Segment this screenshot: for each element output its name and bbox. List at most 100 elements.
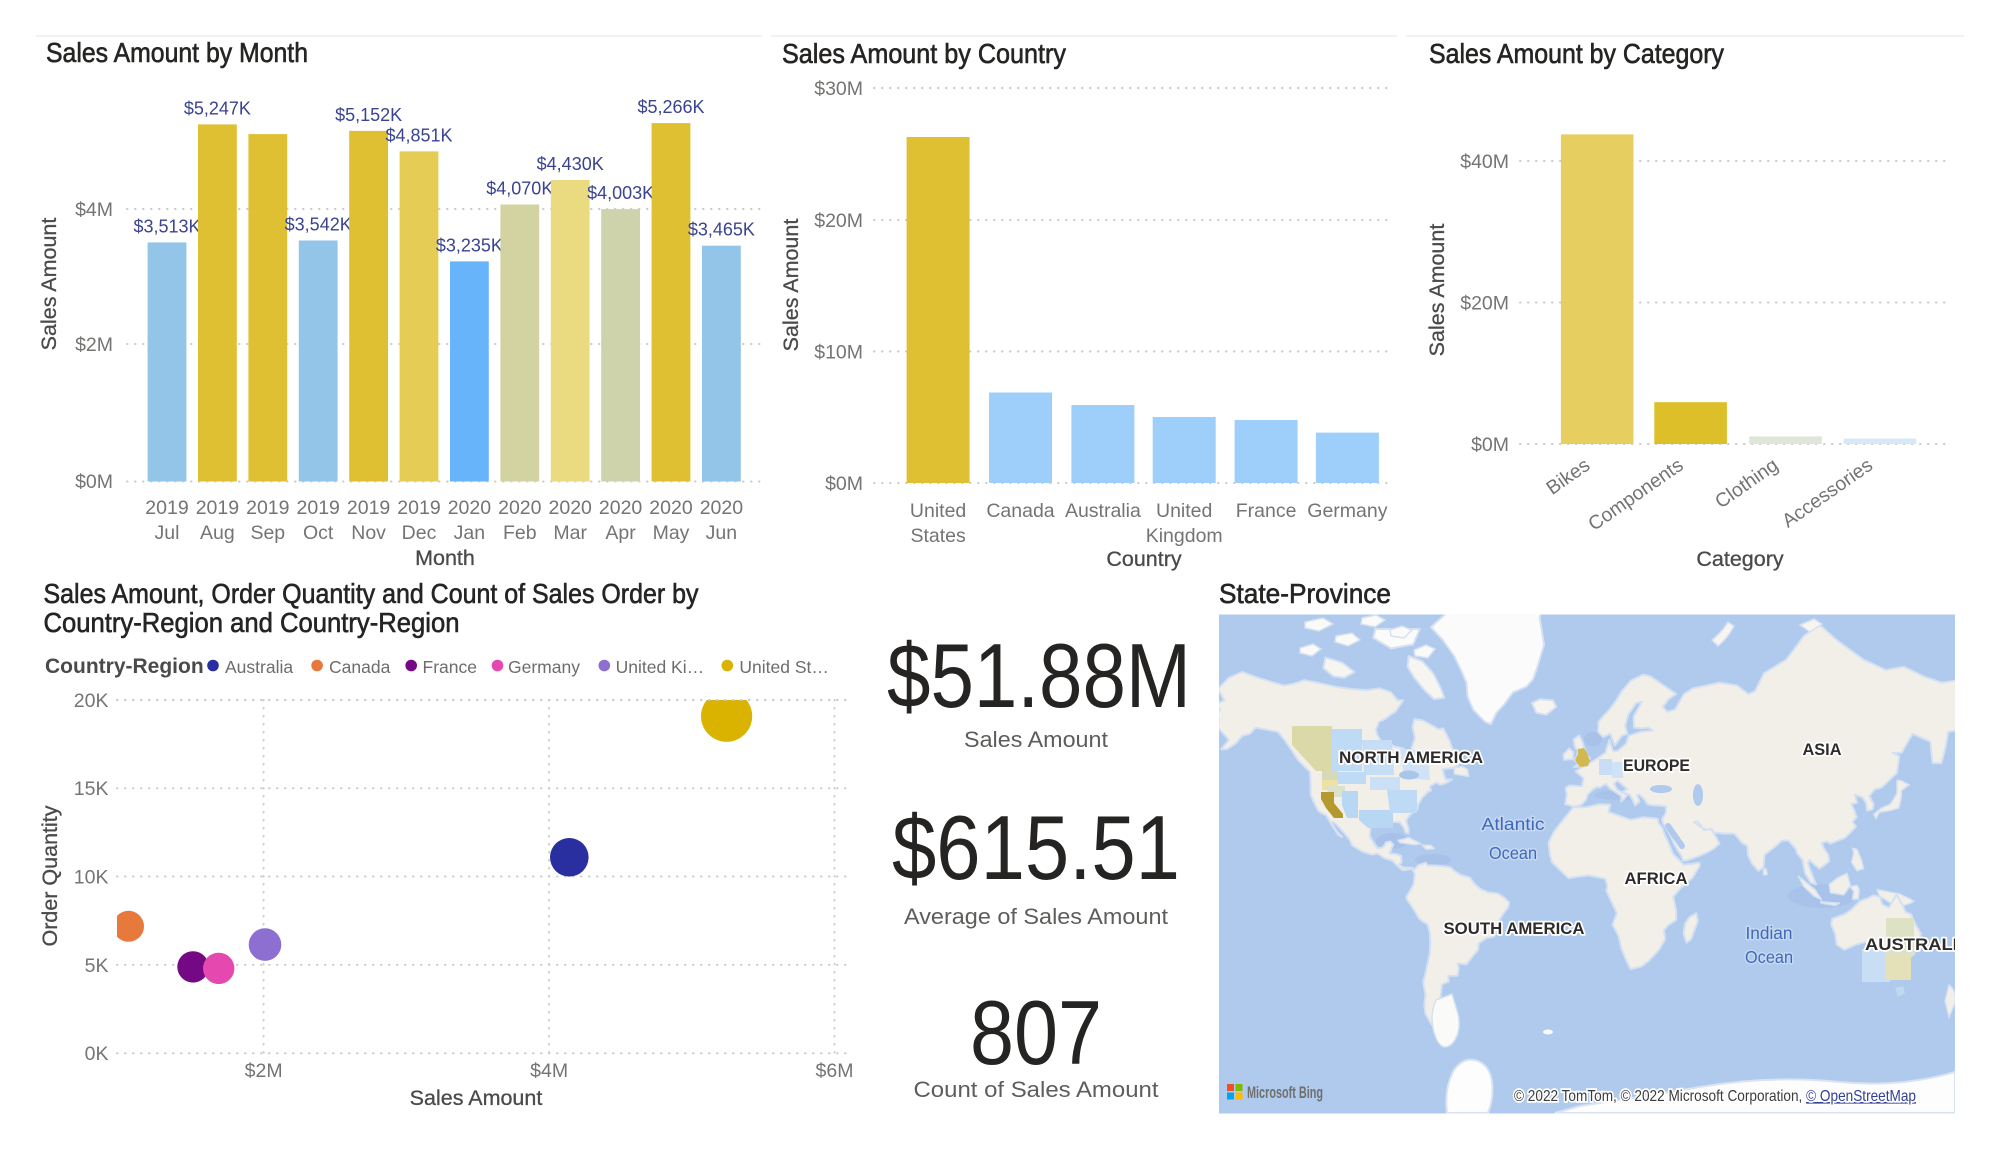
svg-text:$20M: $20M: [1460, 293, 1509, 315]
svg-text:2019: 2019: [196, 497, 239, 519]
svg-text:2019: 2019: [397, 497, 440, 519]
svg-text:Feb: Feb: [503, 522, 537, 544]
svg-text:Nov: Nov: [351, 522, 386, 544]
svg-text:EUROPE: EUROPE: [1623, 756, 1690, 775]
svg-text:$5,152K: $5,152K: [335, 105, 402, 125]
svg-text:Sales Amount: Sales Amount: [779, 219, 803, 352]
svg-text:United Ki…: United Ki…: [616, 657, 705, 677]
svg-text:Ocean: Ocean: [1489, 843, 1537, 863]
svg-text:AFRICA: AFRICA: [1625, 869, 1688, 888]
svg-text:2020: 2020: [498, 497, 542, 519]
svg-text:Ocean: Ocean: [1745, 947, 1793, 967]
svg-text:SOUTH AMERICA: SOUTH AMERICA: [1444, 919, 1585, 938]
svg-text:© 2022 TomTom, © 2022 Microsof: © 2022 TomTom, © 2022 Microsoft Corporat…: [1514, 1088, 1916, 1105]
svg-text:$3,465K: $3,465K: [688, 220, 755, 240]
svg-text:United: United: [1156, 500, 1212, 522]
svg-text:20K: 20K: [74, 690, 109, 712]
svg-text:Sep: Sep: [250, 522, 285, 544]
svg-text:France: France: [1236, 500, 1297, 522]
svg-text:Dec: Dec: [402, 522, 437, 544]
svg-text:807: 807: [970, 983, 1102, 1084]
svg-text:United St…: United St…: [739, 657, 828, 677]
svg-text:Aug: Aug: [200, 522, 235, 544]
svg-text:Average of Sales Amount: Average of Sales Amount: [904, 904, 1169, 929]
svg-text:$0M: $0M: [1471, 434, 1509, 456]
svg-text:State-Province: State-Province: [1219, 578, 1391, 609]
svg-text:10K: 10K: [74, 867, 109, 889]
svg-text:Jun: Jun: [706, 522, 737, 544]
svg-text:ASIA: ASIA: [1803, 740, 1842, 759]
svg-text:2019: 2019: [145, 497, 188, 519]
svg-text:Apr: Apr: [605, 522, 636, 544]
svg-text:Sales Amount: Sales Amount: [410, 1086, 543, 1110]
svg-text:United: United: [910, 500, 966, 522]
svg-text:$4,430K: $4,430K: [537, 154, 604, 174]
svg-text:$4,070K: $4,070K: [486, 179, 553, 199]
svg-text:5K: 5K: [85, 955, 109, 977]
svg-text:France: France: [423, 657, 477, 677]
svg-text:2020: 2020: [700, 497, 744, 519]
svg-text:$4M: $4M: [75, 199, 113, 221]
svg-text:$3,513K: $3,513K: [133, 216, 200, 236]
svg-text:2020: 2020: [649, 497, 693, 519]
svg-text:Atlantic: Atlantic: [1482, 814, 1545, 834]
svg-text:May: May: [653, 522, 690, 544]
svg-text:NORTH AMERICA: NORTH AMERICA: [1339, 748, 1483, 767]
svg-text:Germany: Germany: [1307, 500, 1387, 522]
svg-text:2019: 2019: [246, 497, 289, 519]
svg-text:2020: 2020: [448, 497, 492, 519]
svg-text:$30M: $30M: [814, 78, 863, 100]
svg-text:$51.88M: $51.88M: [887, 626, 1191, 727]
svg-text:Sales Amount: Sales Amount: [1425, 224, 1449, 357]
svg-text:Sales Amount, Order Quantity a: Sales Amount, Order Quantity and Count o…: [44, 578, 699, 609]
svg-text:AUSTRALIA: AUSTRALIA: [1865, 935, 1971, 954]
svg-text:0K: 0K: [85, 1043, 109, 1065]
svg-text:$4,003K: $4,003K: [587, 183, 654, 203]
svg-text:Microsoft Bing: Microsoft Bing: [1247, 1084, 1323, 1102]
svg-text:Sales Amount by Country: Sales Amount by Country: [782, 38, 1066, 69]
svg-text:$5,266K: $5,266K: [637, 97, 704, 117]
svg-text:Count of Sales Amount: Count of Sales Amount: [914, 1077, 1160, 1102]
svg-text:Australia: Australia: [225, 657, 293, 677]
svg-text:$2M: $2M: [245, 1060, 283, 1082]
svg-text:$6M: $6M: [816, 1060, 854, 1082]
svg-text:$0M: $0M: [825, 473, 863, 495]
svg-text:Sales Amount: Sales Amount: [37, 218, 61, 351]
svg-text:States: States: [910, 525, 966, 547]
svg-text:$40M: $40M: [1460, 151, 1509, 173]
svg-text:15K: 15K: [74, 778, 109, 800]
svg-text:Month: Month: [415, 546, 475, 570]
svg-text:Oct: Oct: [303, 522, 334, 544]
svg-text:Jul: Jul: [155, 522, 180, 544]
svg-text:Country-Region and Country-Reg: Country-Region and Country-Region: [44, 607, 460, 638]
svg-text:$0M: $0M: [75, 471, 113, 493]
svg-text:Order Quantity: Order Quantity: [38, 805, 62, 946]
svg-text:$4M: $4M: [530, 1060, 568, 1082]
svg-text:Kingdom: Kingdom: [1146, 525, 1223, 547]
svg-text:Germany: Germany: [508, 657, 580, 677]
svg-text:Sales Amount: Sales Amount: [964, 727, 1109, 752]
svg-text:Sales Amount by Category: Sales Amount by Category: [1429, 38, 1724, 69]
svg-text:$10M: $10M: [814, 342, 863, 364]
svg-text:Sales Amount by Month: Sales Amount by Month: [46, 37, 308, 68]
svg-text:Country-Region: Country-Region: [45, 655, 204, 678]
svg-text:$615.51: $615.51: [892, 798, 1180, 899]
svg-text:$3,542K: $3,542K: [285, 215, 352, 235]
svg-text:$3,235K: $3,235K: [436, 235, 503, 255]
svg-text:2020: 2020: [599, 497, 643, 519]
svg-text:Category: Category: [1696, 547, 1783, 571]
svg-text:Australia: Australia: [1065, 500, 1141, 522]
svg-text:Canada: Canada: [329, 657, 391, 677]
svg-text:$5,247K: $5,247K: [184, 98, 251, 118]
svg-text:Canada: Canada: [986, 500, 1054, 522]
svg-text:$20M: $20M: [814, 210, 863, 232]
svg-text:Mar: Mar: [553, 522, 587, 544]
svg-text:2020: 2020: [549, 497, 593, 519]
svg-text:$2M: $2M: [75, 334, 113, 356]
svg-text:2019: 2019: [297, 497, 340, 519]
svg-text:Indian: Indian: [1746, 923, 1793, 943]
svg-text:2019: 2019: [347, 497, 390, 519]
svg-text:Country: Country: [1106, 547, 1182, 571]
svg-text:Jan: Jan: [454, 522, 485, 544]
svg-text:$4,851K: $4,851K: [385, 125, 452, 145]
